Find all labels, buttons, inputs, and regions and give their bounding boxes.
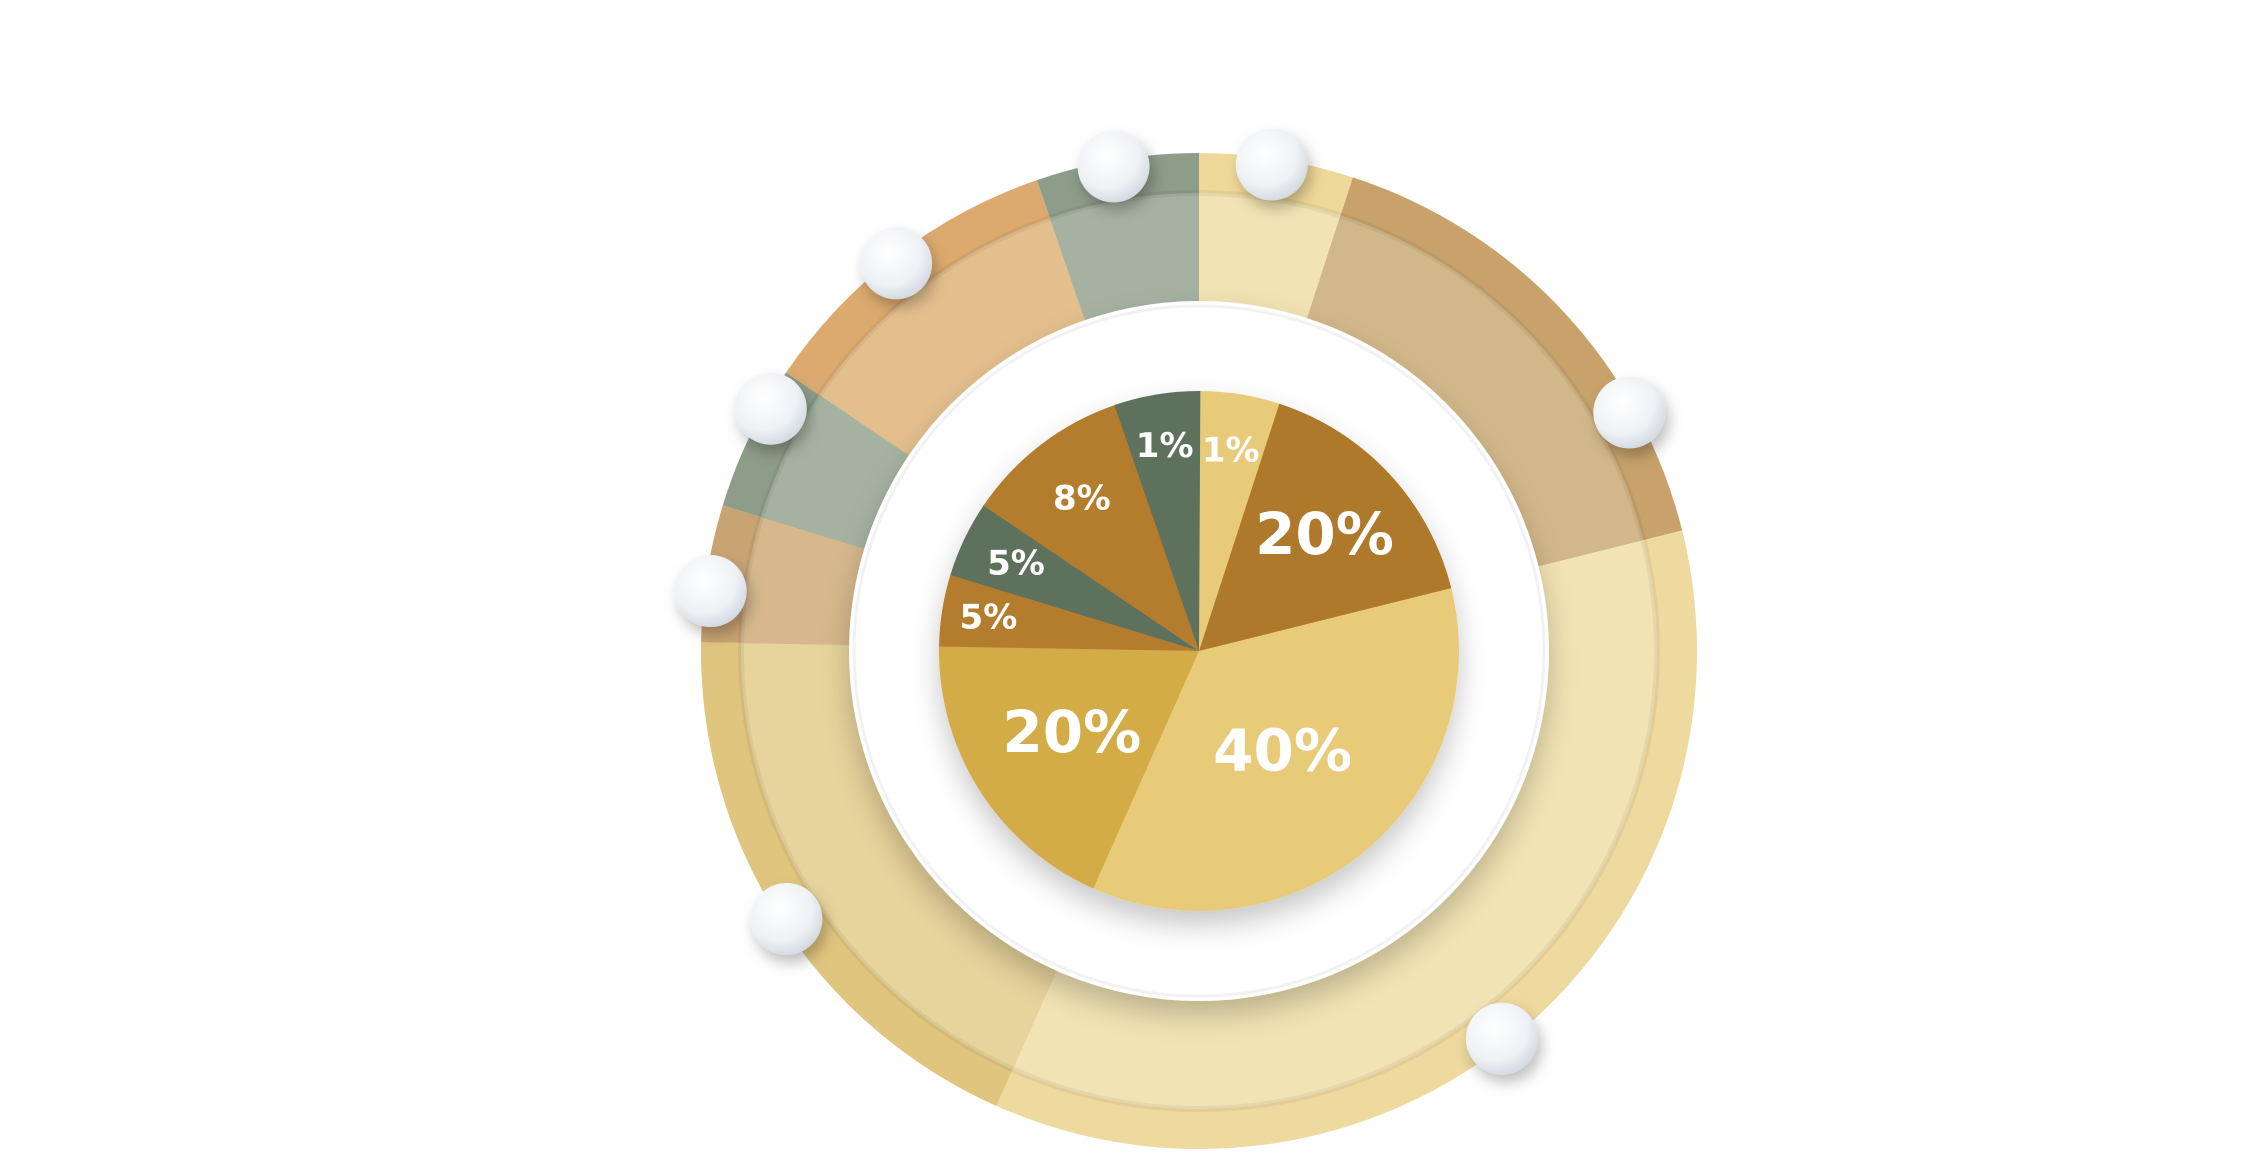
marker-knob[interactable] — [1077, 130, 1150, 203]
slice-label: 1% — [1136, 426, 1194, 466]
marker-knob[interactable] — [1235, 128, 1308, 201]
pie-slice — [950, 504, 1199, 651]
slice-label: 5% — [987, 544, 1045, 584]
marker-knob[interactable] — [674, 555, 747, 628]
pie-slice — [1114, 391, 1201, 651]
marker-knob[interactable] — [1465, 1002, 1538, 1075]
slice-labels: 1%20%40%20%5%5%8%1% — [960, 426, 1394, 785]
marker-knob[interactable] — [1593, 376, 1666, 449]
pie-slice — [939, 645, 1199, 889]
slice-label: 8% — [1053, 478, 1111, 518]
pie-slice — [1199, 391, 1281, 651]
pie-slice — [983, 404, 1199, 651]
pie-slice — [1092, 588, 1459, 911]
marker-knobs — [674, 128, 1666, 1075]
ring-inner-shadow — [738, 190, 1660, 1112]
ring-segment — [1291, 215, 1644, 579]
slice-label: 1% — [1202, 431, 1260, 471]
pie-slice — [939, 573, 1199, 651]
marker-knob[interactable] — [860, 227, 933, 300]
ring-segment — [740, 643, 1077, 1070]
slice-label: 5% — [960, 598, 1018, 638]
slice-label: 40% — [1213, 717, 1352, 785]
ring-segment — [819, 217, 1102, 484]
pie — [939, 391, 1459, 911]
slice-label: 20% — [1255, 500, 1394, 568]
pie-slice — [1199, 403, 1452, 651]
slice-label: 20% — [1002, 698, 1141, 766]
inner-rim-line — [852, 304, 1546, 998]
marker-knob[interactable] — [750, 882, 823, 955]
marker-knob[interactable] — [734, 372, 807, 445]
